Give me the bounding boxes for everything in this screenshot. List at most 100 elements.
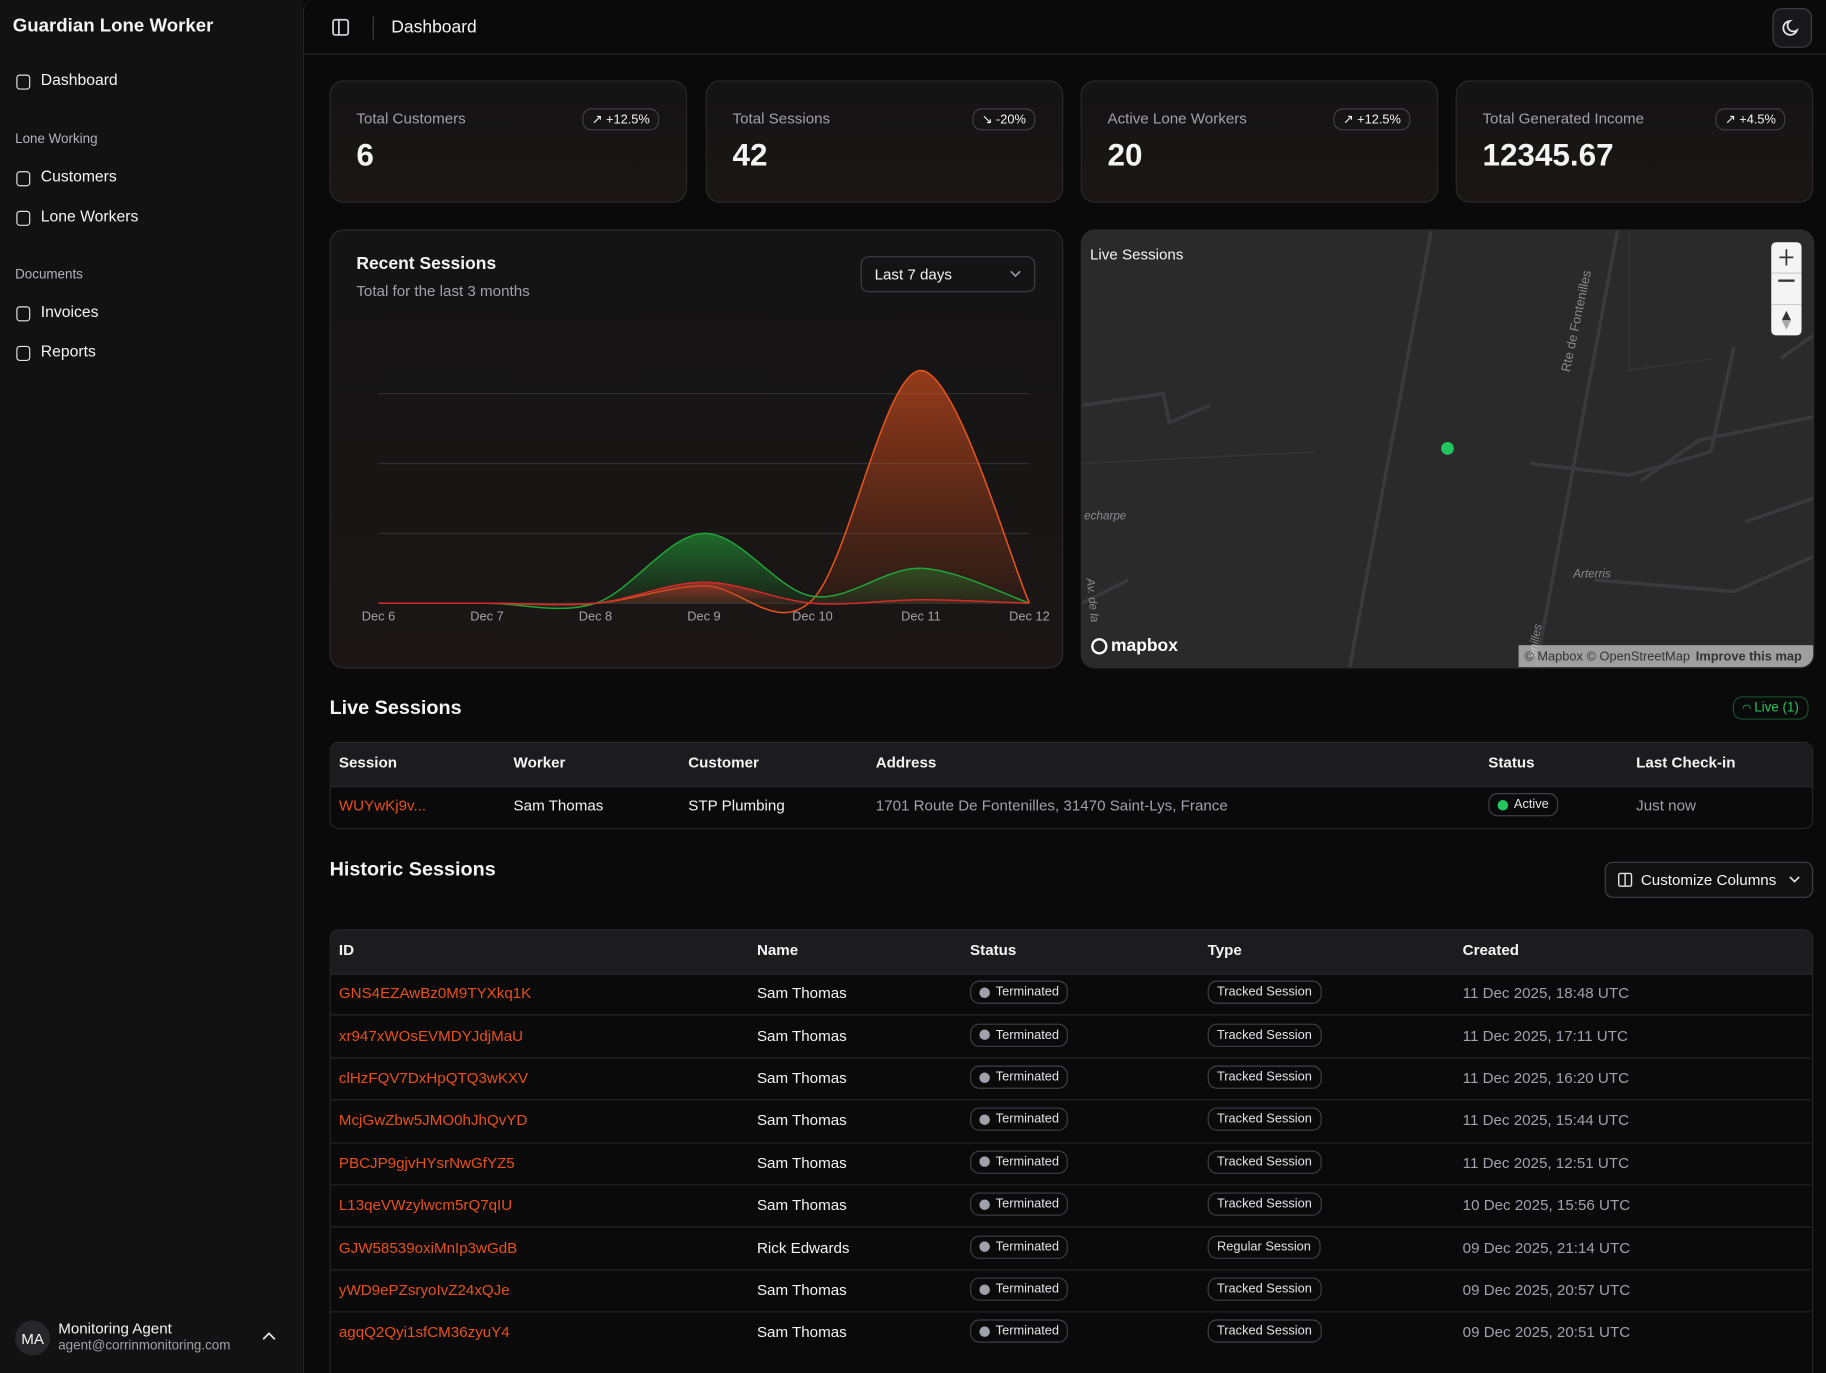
map-label: echarpe xyxy=(1084,510,1127,523)
stat-label: Total Sessions xyxy=(732,109,831,127)
change-text: -20% xyxy=(996,112,1026,127)
column-header: Created xyxy=(1462,940,1520,959)
stat-card xyxy=(1080,80,1439,203)
cell[interactable]: WUYwKj9v... xyxy=(338,796,427,815)
badge: Terminated xyxy=(970,1065,1069,1089)
badge-text: Tracked Session xyxy=(1216,985,1312,1000)
cell: 09 Dec 2025, 20:57 UTC xyxy=(1462,1280,1631,1299)
map-brand: mapbox xyxy=(1091,636,1178,656)
x-tick-label: Dec 8 xyxy=(579,609,612,624)
nav-item[interactable]: Reports xyxy=(40,342,96,360)
change-text: +12.5% xyxy=(605,112,650,127)
badge-text: Tracked Session xyxy=(1216,1197,1312,1212)
cell: Sam Thomas xyxy=(756,1153,847,1172)
stat-card xyxy=(329,80,688,203)
nav-icon xyxy=(16,210,31,226)
badge: Terminated xyxy=(970,1023,1069,1047)
cell: Sam Thomas xyxy=(513,796,604,815)
status-dot xyxy=(979,987,990,998)
cell: 09 Dec 2025, 20:51 UTC xyxy=(1462,1323,1631,1341)
cell: Sam Thomas xyxy=(756,1111,847,1129)
nav-icon xyxy=(16,74,31,90)
change-text: +12.5% xyxy=(1357,112,1401,127)
cell[interactable]: xr947xWOsEVMDYJdjMaU xyxy=(338,1026,524,1045)
cell: STP Plumbing xyxy=(688,796,785,815)
nav-item[interactable]: Dashboard xyxy=(40,71,118,89)
cell: Sam Thomas xyxy=(756,984,847,1002)
row-divider xyxy=(330,1057,1811,1059)
cell: 11 Dec 2025, 17:11 UTC xyxy=(1462,1026,1628,1045)
stat-change: ↗ +12.5% xyxy=(582,108,660,131)
stat-value: 12345.67 xyxy=(1482,137,1614,173)
cell[interactable]: L13qeVWzylwcm5rQ7qIU xyxy=(338,1196,513,1214)
status-dot xyxy=(1497,799,1509,810)
cell[interactable]: McjGwZbw5JMO0hJhQvYD xyxy=(338,1111,528,1129)
nav-item[interactable]: Lone Workers xyxy=(40,207,139,225)
improve-link[interactable]: Improve this map xyxy=(1695,649,1802,664)
badge-text: Terminated xyxy=(995,1282,1060,1297)
status-dot xyxy=(979,1029,990,1041)
badge: Terminated xyxy=(970,1277,1069,1301)
status-dot xyxy=(979,1114,990,1125)
cell[interactable]: GNS4EZAwBz0M9TYXkq1K xyxy=(338,984,532,1002)
cell: 11 Dec 2025, 18:48 UTC xyxy=(1462,984,1630,1002)
sidebar-toggle[interactable] xyxy=(331,17,352,38)
x-tick-label: Dec 7 xyxy=(470,609,503,624)
badge: Tracked Session xyxy=(1207,1023,1322,1047)
cell: 10 Dec 2025, 15:56 UTC xyxy=(1462,1196,1631,1214)
badge-text: Terminated xyxy=(995,1112,1060,1127)
trend-icon: ↗ xyxy=(591,112,606,127)
range-select[interactable]: Last 7 days xyxy=(860,256,1036,293)
badge-text: Tracked Session xyxy=(1216,1070,1312,1085)
cell[interactable]: yWD9ePZsryoIvZ24xQJe xyxy=(338,1280,510,1299)
nav-item[interactable]: Invoices xyxy=(40,302,99,321)
badge-text: Tracked Session xyxy=(1216,1112,1312,1127)
column-header: Type xyxy=(1207,940,1242,959)
x-tick-label: Dec 6 xyxy=(362,609,395,624)
nav-icon xyxy=(16,306,31,322)
customize-columns[interactable]: Customize Columns xyxy=(1604,861,1814,898)
status-dot xyxy=(979,1326,990,1337)
row-divider xyxy=(330,1226,1811,1228)
cell: 11 Dec 2025, 12:51 UTC xyxy=(1462,1153,1630,1172)
status-dot xyxy=(979,1241,990,1252)
avatar: MA xyxy=(15,1320,51,1356)
trend-icon: ↘ xyxy=(981,112,997,127)
stat-change: ↗ +4.5% xyxy=(1715,108,1786,131)
nav-item[interactable]: Customers xyxy=(40,167,117,186)
cell[interactable]: PBCJP9gjvHYsrNwGfYZ5 xyxy=(338,1153,515,1172)
badge: Terminated xyxy=(970,1150,1069,1174)
stat-value: 20 xyxy=(1107,137,1143,173)
row-divider xyxy=(330,1141,1811,1144)
column-header: Worker xyxy=(513,753,566,771)
cell: Sam Thomas xyxy=(756,1196,847,1214)
button-label: Customize Columns xyxy=(1640,871,1777,889)
theme-toggle[interactable] xyxy=(1772,8,1813,48)
column-header: Customer xyxy=(688,753,759,771)
badge-text: Terminated xyxy=(995,1027,1060,1042)
map-controls[interactable] xyxy=(1771,242,1802,336)
separator xyxy=(372,16,374,40)
badge-text: Regular Session xyxy=(1216,1239,1311,1254)
badge: Tracked Session xyxy=(1207,1107,1322,1132)
cell[interactable]: agqQ2Qyi1sfCM36zyuY4 xyxy=(338,1323,510,1341)
cell: 09 Dec 2025, 21:14 UTC xyxy=(1462,1238,1631,1257)
line xyxy=(378,581,1030,606)
user-menu-chevron[interactable] xyxy=(261,1330,277,1344)
cell: 1701 Route De Fontenilles, 31470 Saint-L… xyxy=(875,796,1228,815)
map-brand-text: mapbox xyxy=(1110,635,1178,656)
badge: Terminated xyxy=(970,1107,1069,1132)
cell: Sam Thomas xyxy=(756,1069,847,1087)
badge-text: Active xyxy=(1513,797,1549,812)
badge: Tracked Session xyxy=(1207,1192,1322,1216)
badge-text: Tracked Session xyxy=(1216,1027,1312,1042)
status-dot xyxy=(979,1199,990,1210)
nav-section: Lone Working xyxy=(15,132,98,147)
badge: Terminated xyxy=(970,980,1069,1005)
cell[interactable]: clHzFQV7DxHpQTQ3wKXV xyxy=(338,1069,529,1087)
main xyxy=(302,0,1826,1373)
badge-text: Terminated xyxy=(995,1154,1060,1169)
cell[interactable]: GJW58539oxiMnIp3wGdB xyxy=(338,1238,518,1257)
map-marker[interactable] xyxy=(1441,441,1454,455)
